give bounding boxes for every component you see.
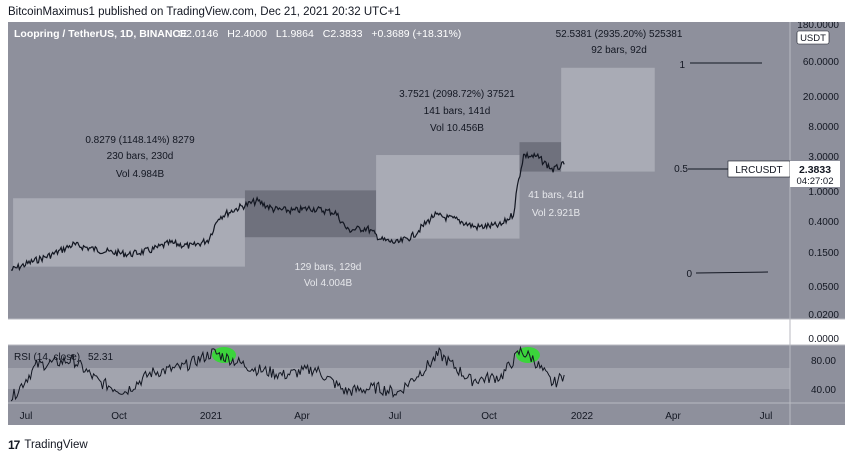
price-tick: 0.1500	[808, 248, 839, 259]
fib-label-05: 0.5	[674, 164, 688, 175]
price-tick: 180.0000	[797, 22, 839, 31]
high-label: H	[227, 28, 235, 40]
price-tick: 0.0200	[808, 310, 839, 321]
box4-label-2: Vol 2.921B	[532, 208, 581, 219]
box3-label-1: 3.7521 (2098.72%) 37521	[399, 89, 515, 100]
box1-label-1: 0.8279 (1148.14%) 8279	[85, 135, 195, 146]
price-tick: 20.0000	[803, 92, 840, 103]
rsi-highlight-1	[212, 347, 236, 363]
countdown-value: 04:27:02	[797, 176, 834, 187]
last-price-value: 2.3833	[799, 164, 831, 176]
box2-label-2: Vol 4.004B	[304, 278, 353, 289]
footer: 17 TradingView	[8, 436, 88, 454]
price-tick: 0.0500	[808, 282, 839, 293]
price-chart[interactable]: Loopring / TetherUS, 1D, BINANCE O2.0146…	[8, 22, 845, 432]
box1-label-3: Vol 4.984B	[116, 169, 165, 180]
price-tick: 0.4000	[808, 217, 839, 228]
box4-label-1: 41 bars, 41d	[528, 190, 584, 201]
time-tick: Jul	[389, 411, 402, 422]
box5-label-1: 52.5381 (2935.20%) 525381	[556, 29, 683, 40]
price-tick: 3.0000	[808, 152, 839, 163]
time-tick: Jul	[20, 411, 33, 422]
low-value: 1.9864	[282, 28, 314, 40]
rsi-legend-label: RSI (14, close)	[14, 352, 80, 363]
currency-badge[interactable]	[796, 30, 830, 45]
time-tick: Oct	[481, 411, 497, 422]
low-label: L	[276, 28, 282, 40]
price-tick: 0.0000	[808, 334, 839, 345]
time-axis-pane	[8, 403, 845, 425]
tradingview-logo-icon: 17	[8, 438, 20, 452]
measure-box-2	[244, 190, 377, 238]
fib-label-1: 1	[679, 60, 685, 71]
price-axis-labels: 180.0000 60.0000 20.0000 8.0000 3.0000 1…	[797, 22, 839, 345]
open-value: 2.0146	[186, 28, 218, 40]
price-tick: 8.0000	[808, 122, 839, 133]
price-tick: 1.0000	[808, 187, 839, 198]
rsi-band	[8, 368, 790, 389]
box2-label-1: 129 bars, 129d	[295, 262, 362, 273]
price-tick: 60.0000	[803, 57, 840, 68]
close-value: 2.3833	[330, 28, 362, 40]
last-price-tag	[790, 161, 840, 187]
time-axis-labels: Jul Oct 2021 Apr Jul Oct 2022 Apr Jul	[20, 411, 773, 422]
symbol-title: Loopring / TetherUS, 1D, BINANCE	[14, 28, 187, 40]
time-tick: Apr	[665, 411, 681, 422]
last-symbol-label: LRCUSDT	[735, 165, 782, 176]
rsi-tick: 80.00	[811, 356, 836, 367]
high-value: 2.4000	[235, 28, 267, 40]
box1-label-2: 230 bars, 230d	[107, 151, 174, 162]
currency-label: USDT	[800, 33, 826, 44]
price-series-line	[11, 150, 565, 272]
measure-box-5	[561, 67, 655, 172]
box3-label-3: Vol 10.456B	[430, 123, 484, 134]
time-tick: 2021	[200, 411, 223, 422]
open-label: O	[178, 28, 186, 40]
rsi-series-line	[10, 345, 565, 402]
rsi-axis-pane[interactable]	[790, 345, 845, 403]
time-tick: Apr	[294, 411, 310, 422]
publish-header: BitcoinMaximus1 published on TradingView…	[8, 6, 401, 18]
footer-brand: TradingView	[24, 439, 88, 451]
box5-label-2: 92 bars, 92d	[591, 45, 647, 56]
rsi-legend-value: 52.31	[88, 352, 113, 363]
fib-line-3	[695, 271, 769, 274]
rsi-tick: 40.00	[811, 385, 836, 396]
box3-label-2: 141 bars, 141d	[424, 106, 491, 117]
change-value: +0.3689 (+18.31%)	[371, 28, 461, 40]
fib-label-0: 0	[686, 269, 692, 280]
ohlc-readout: O2.0146 H2.4000 L1.9864 C2.3833 +0.3689 …	[178, 28, 461, 40]
close-label: C	[323, 28, 331, 40]
time-tick: Oct	[111, 411, 127, 422]
time-tick: 2022	[571, 411, 594, 422]
time-tick: Jul	[760, 411, 773, 422]
